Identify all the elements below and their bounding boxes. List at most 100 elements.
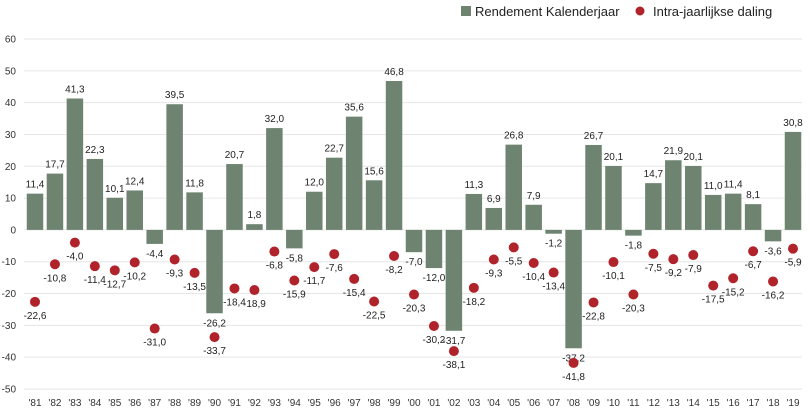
scatter-point [788, 243, 798, 254]
bar [465, 193, 483, 230]
bar [266, 128, 283, 230]
scatter-value-label: -15,4 [343, 288, 366, 299]
scatter-series-daling [30, 237, 798, 368]
bar [286, 229, 303, 249]
scatter-value-label: -6,8 [266, 261, 284, 272]
scatter-value-label: -22,6 [24, 311, 47, 322]
bar-value-label: 1,8 [247, 210, 261, 221]
x-tick-label: '89 [188, 398, 201, 409]
x-tick-label: '15 [707, 398, 720, 409]
scatter-point [548, 267, 559, 278]
bar-value-label: 20,1 [684, 152, 704, 163]
x-tick-label: '96 [328, 398, 341, 409]
scatter-value-label: -13,4 [542, 282, 565, 293]
bar-value-label: 14,7 [644, 169, 664, 180]
x-tick-label: '17 [747, 398, 760, 409]
scatter-point [428, 321, 439, 331]
x-tick-label: '12 [647, 398, 660, 409]
y-tick-label: 10 [5, 194, 17, 205]
y-tick-label: -20 [2, 289, 17, 300]
bar [46, 173, 64, 230]
bar [365, 180, 383, 230]
x-tick-label: '81 [28, 398, 41, 409]
y-tick-label: -40 [2, 353, 17, 364]
bar-value-label: 11,4 [26, 180, 45, 191]
x-tick-label: '13 [667, 398, 680, 409]
legend-label-rendement: Rendement Kalenderjaar [475, 4, 620, 19]
scatter-point [289, 275, 300, 286]
bar-value-label: 39,5 [165, 90, 185, 101]
bar-value-label: -1,8 [625, 241, 643, 252]
x-axis-ticks: '81 '82 '83 '84 '85 '86 '87 '88 '89 '90 '91 '92 '93 '… [28, 398, 799, 409]
scatter-value-label: -10,2 [123, 271, 146, 282]
scatter-point [728, 273, 739, 284]
scatter-value-label: -9,2 [665, 268, 683, 279]
x-tick-label: '84 [88, 398, 101, 409]
scatter-value-label: -7,6 [326, 263, 344, 274]
scatter-point [409, 289, 419, 300]
bar [325, 157, 343, 230]
bar [126, 190, 143, 230]
bar-value-label: 11,4 [724, 180, 743, 191]
bar [744, 204, 762, 230]
scatter-point [89, 261, 100, 272]
bar-value-label: -4,4 [146, 249, 164, 260]
scatter-point [628, 289, 639, 300]
bar-value-label: 46,8 [384, 67, 404, 78]
bar-value-label: 22,3 [85, 145, 105, 156]
scatter-point [668, 254, 679, 265]
bar [405, 229, 423, 253]
y-tick-label: 40 [5, 98, 17, 109]
bar [764, 229, 782, 242]
bar [784, 131, 802, 230]
bar [585, 144, 602, 230]
bar [385, 81, 403, 230]
bar-value-label: -1,2 [545, 239, 563, 250]
bar-value-label: -31,7 [442, 336, 465, 347]
bar-value-label: 8,1 [746, 190, 760, 201]
scatter-point [209, 332, 220, 343]
bar [66, 98, 84, 230]
scatter-value-label: -18,4 [223, 297, 246, 308]
x-tick-label: '00 [407, 398, 420, 409]
x-tick-label: '83 [68, 398, 81, 409]
bar-value-label: -3,6 [764, 246, 782, 257]
scatter-value-label: -18,2 [462, 297, 485, 308]
x-tick-label: '91 [228, 398, 241, 409]
x-tick-label: '94 [288, 398, 301, 409]
legend: Rendement Kalenderjaar Intra-jaarlijkse … [461, 4, 772, 19]
scatter-value-label: -20,3 [403, 304, 426, 315]
scatter-point [369, 296, 380, 307]
bar [704, 194, 722, 230]
bar-value-label: 26,7 [584, 131, 604, 142]
scatter-value-label: -9,3 [166, 269, 184, 280]
x-tick-label: '85 [108, 398, 121, 409]
x-tick-label: '86 [128, 398, 141, 409]
bar [724, 193, 742, 230]
scatter-value-label: -31,0 [143, 338, 166, 349]
scatter-point [508, 242, 519, 253]
scatter-value-label: -5,9 [784, 258, 802, 269]
bar-value-label: 30,8 [783, 118, 803, 129]
y-tick-label: 50 [5, 66, 17, 77]
bar-value-label: 11,8 [185, 178, 204, 189]
scatter-value-label: -4,0 [66, 252, 84, 263]
x-tick-label: '05 [507, 398, 520, 409]
scatter-value-label: -12,7 [103, 279, 126, 290]
x-tick-label: '11 [627, 398, 640, 409]
bar-series-rendement [26, 81, 802, 349]
scatter-point [30, 296, 40, 307]
scatter-point [389, 251, 400, 261]
bar-value-label: -12,0 [423, 273, 446, 284]
scatter-point [329, 249, 340, 260]
bar [246, 224, 263, 230]
x-tick-label: '90 [208, 398, 221, 409]
x-tick-label: '02 [447, 398, 460, 409]
x-tick-label: '16 [727, 398, 740, 409]
scatter-value-label: -38,1 [442, 360, 465, 371]
y-tick-label: 60 [5, 35, 17, 46]
scatter-value-label: -41,8 [562, 372, 585, 383]
y-tick-label: -10 [2, 257, 17, 268]
scatter-point [169, 254, 180, 265]
